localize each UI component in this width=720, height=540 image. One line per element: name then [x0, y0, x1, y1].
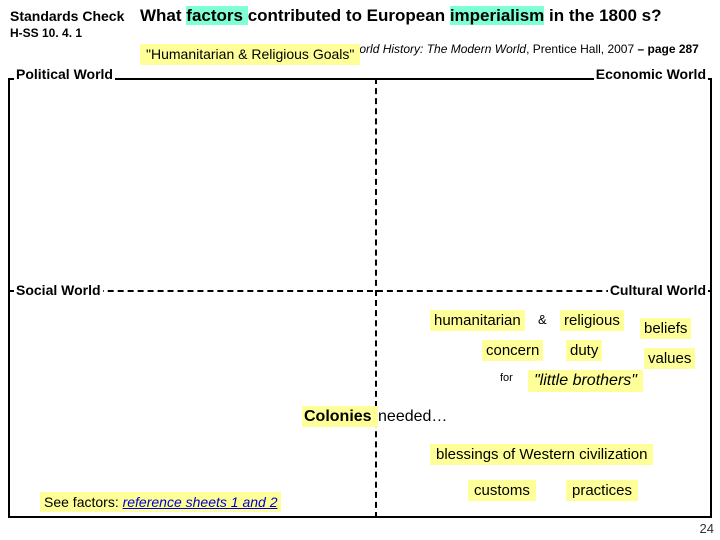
term-practices: practices: [566, 480, 638, 501]
textbook-publisher: , Prentice Hall, 2007: [526, 42, 637, 56]
see-factors-link[interactable]: reference sheets 1 and 2: [123, 494, 278, 510]
question-prefix: What: [140, 6, 186, 25]
term-customs: customs: [468, 480, 536, 501]
quad-divider-horizontal: [8, 290, 712, 292]
question-imperialism: imperialism: [450, 6, 545, 25]
term-humanitarian: humanitarian: [430, 310, 525, 331]
question-factors: factors: [186, 6, 247, 25]
center-topic-label: "Humanitarian & Religious Goals": [140, 44, 360, 65]
term-for: for: [500, 372, 513, 384]
main-question: What factors contributed to European imp…: [140, 6, 661, 26]
term-colonies: Colonies: [302, 406, 378, 427]
term-needed: needed…: [378, 408, 447, 425]
question-suffix: in the 1800 s?: [544, 6, 661, 25]
question-mid: contributed to European: [248, 6, 450, 25]
term-amp: &: [538, 312, 547, 327]
standards-check-label: Standards Check: [10, 8, 124, 24]
term-beliefs: beliefs: [640, 318, 691, 339]
term-religious: religious: [560, 310, 624, 331]
term-duty: duty: [566, 340, 602, 361]
quad-label-cultural: Cultural World: [608, 282, 708, 298]
quad-label-economic: Economic World: [594, 66, 708, 82]
see-factors[interactable]: See factors: reference sheets 1 and 2: [40, 492, 281, 512]
textbook-page: – page 287: [637, 42, 698, 56]
term-colonies-needed: Colonies needed…: [302, 408, 447, 426]
textbook-title: World History: The Modern World: [348, 42, 526, 56]
quad-label-political: Political World: [14, 66, 115, 82]
term-concern: concern: [482, 340, 543, 361]
term-values: values: [644, 348, 695, 369]
term-little-brothers: "little brothers": [528, 370, 643, 392]
quad-divider-vertical: [375, 78, 377, 518]
quad-label-social: Social World: [14, 282, 103, 298]
standard-code: H-SS 10. 4. 1: [10, 26, 82, 40]
see-factors-prefix: See factors:: [44, 494, 123, 510]
page-number: 24: [700, 521, 714, 536]
term-blessings: blessings of Western civilization: [430, 444, 653, 465]
